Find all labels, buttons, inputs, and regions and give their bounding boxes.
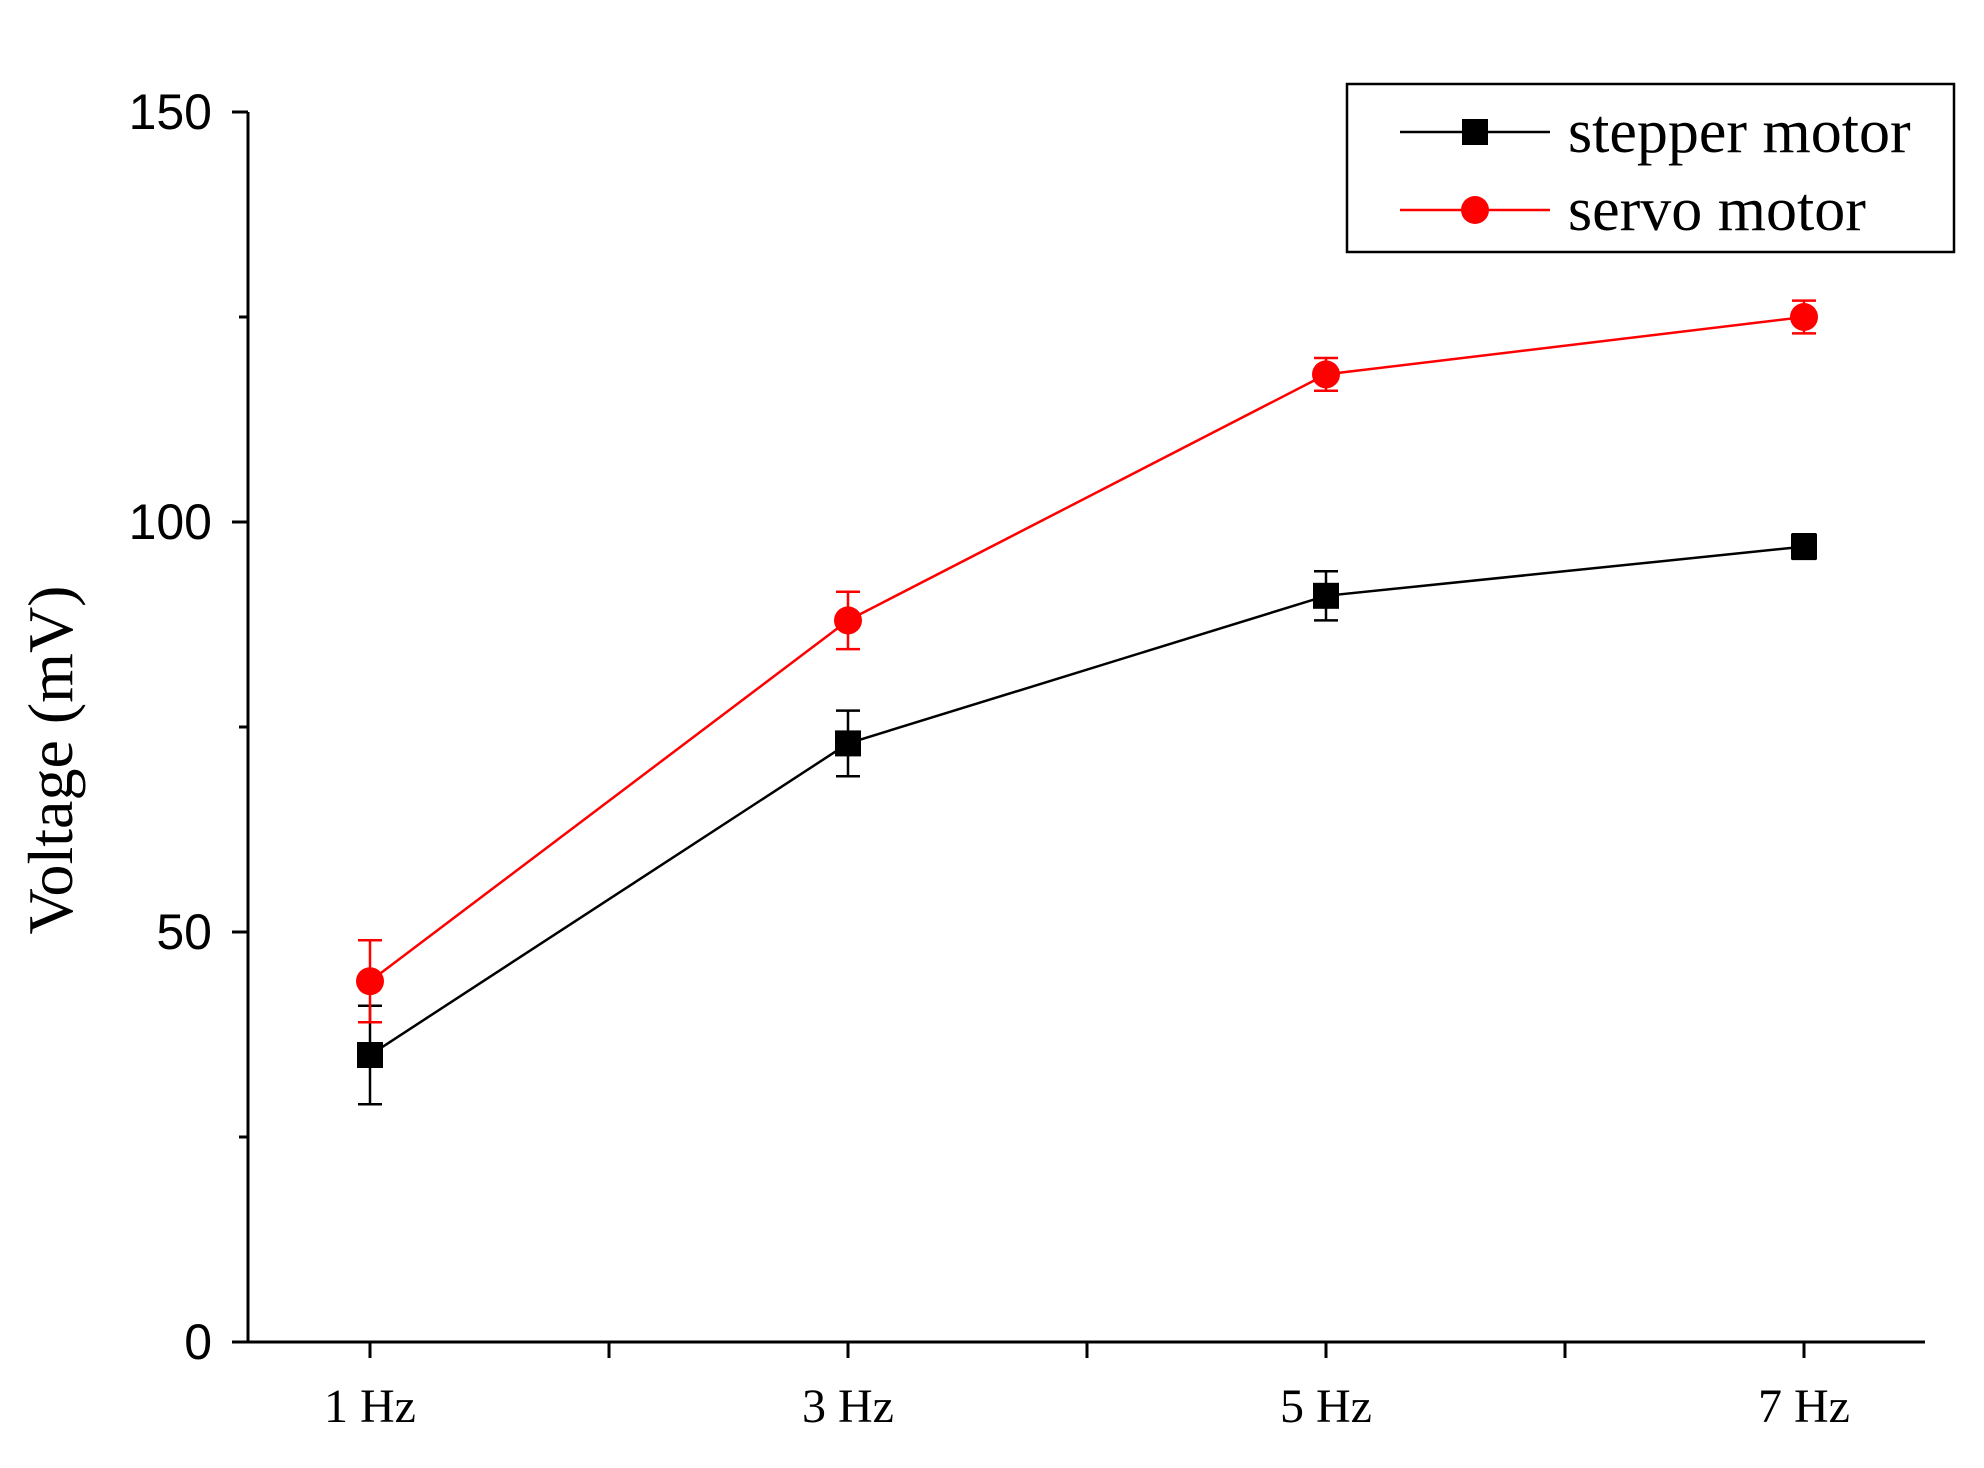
legend-marker-servo-motor <box>1461 196 1489 224</box>
y-tick-label: 50 <box>156 904 212 960</box>
series-servo-motor <box>356 299 1818 1024</box>
y-axis-title: Voltage (mV) <box>15 586 86 935</box>
y-tick-label: 150 <box>129 84 212 140</box>
y-tick-label: 0 <box>184 1314 212 1370</box>
data-point <box>1313 582 1339 609</box>
legend: stepper motor servo motor <box>1345 82 1956 254</box>
series-line-servo-motor <box>369 315 1805 983</box>
x-tick-label: 7 Hz <box>1758 1380 1850 1433</box>
data-point <box>1791 533 1817 560</box>
x-tick-label: 3 Hz <box>802 1380 894 1433</box>
y-tick-label: 100 <box>129 494 212 550</box>
axes: 0 50 100 150 1 Hz 3 Hz 5 Hz 7 Hz <box>129 84 1925 1433</box>
legend-marker-stepper-motor <box>1462 119 1488 145</box>
data-point <box>357 1042 383 1068</box>
plot-area <box>356 299 1818 1106</box>
data-point <box>1790 303 1818 331</box>
data-point <box>835 730 861 757</box>
data-point <box>356 967 384 996</box>
legend-label-stepper-motor: stepper motor <box>1568 98 1911 166</box>
legend-box <box>1345 82 1956 254</box>
series-line-stepper-motor <box>369 545 1805 1057</box>
series-stepper-motor <box>357 533 1817 1106</box>
x-tick-label: 1 Hz <box>324 1380 416 1433</box>
data-point <box>834 606 862 635</box>
legend-label-servo-motor: servo motor <box>1568 176 1866 244</box>
x-tick-label: 5 Hz <box>1280 1380 1372 1433</box>
data-point <box>1312 360 1340 389</box>
